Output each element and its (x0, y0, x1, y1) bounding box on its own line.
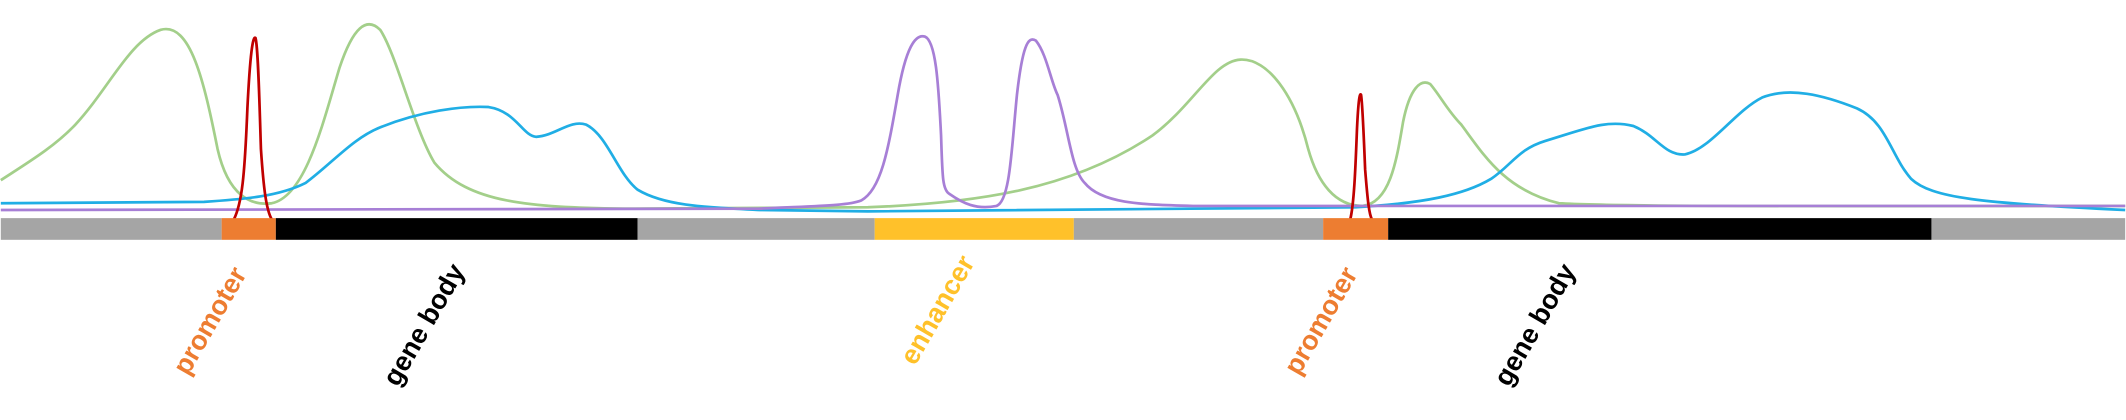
region-label: promoter (1277, 261, 1364, 380)
purple-track (0, 34, 2126, 212)
region-label: gene body (376, 258, 471, 391)
intergenic (1931, 218, 2126, 240)
red-track (1348, 92, 1374, 221)
gene-body-region (275, 218, 638, 240)
red-track (232, 36, 273, 221)
intergenic (0, 218, 222, 240)
promoter-region (1323, 218, 1389, 240)
region-label: enhancer (893, 249, 980, 369)
gene-body-region (1388, 218, 1932, 240)
green-track (0, 23, 2126, 211)
region-label: gene body (1487, 258, 1582, 391)
region-label: promoter (166, 261, 253, 380)
blue-track (0, 91, 2126, 213)
intergenic (1073, 218, 1324, 240)
intergenic (637, 218, 875, 240)
promoter-region (221, 218, 276, 240)
enhancer-region (874, 218, 1074, 240)
